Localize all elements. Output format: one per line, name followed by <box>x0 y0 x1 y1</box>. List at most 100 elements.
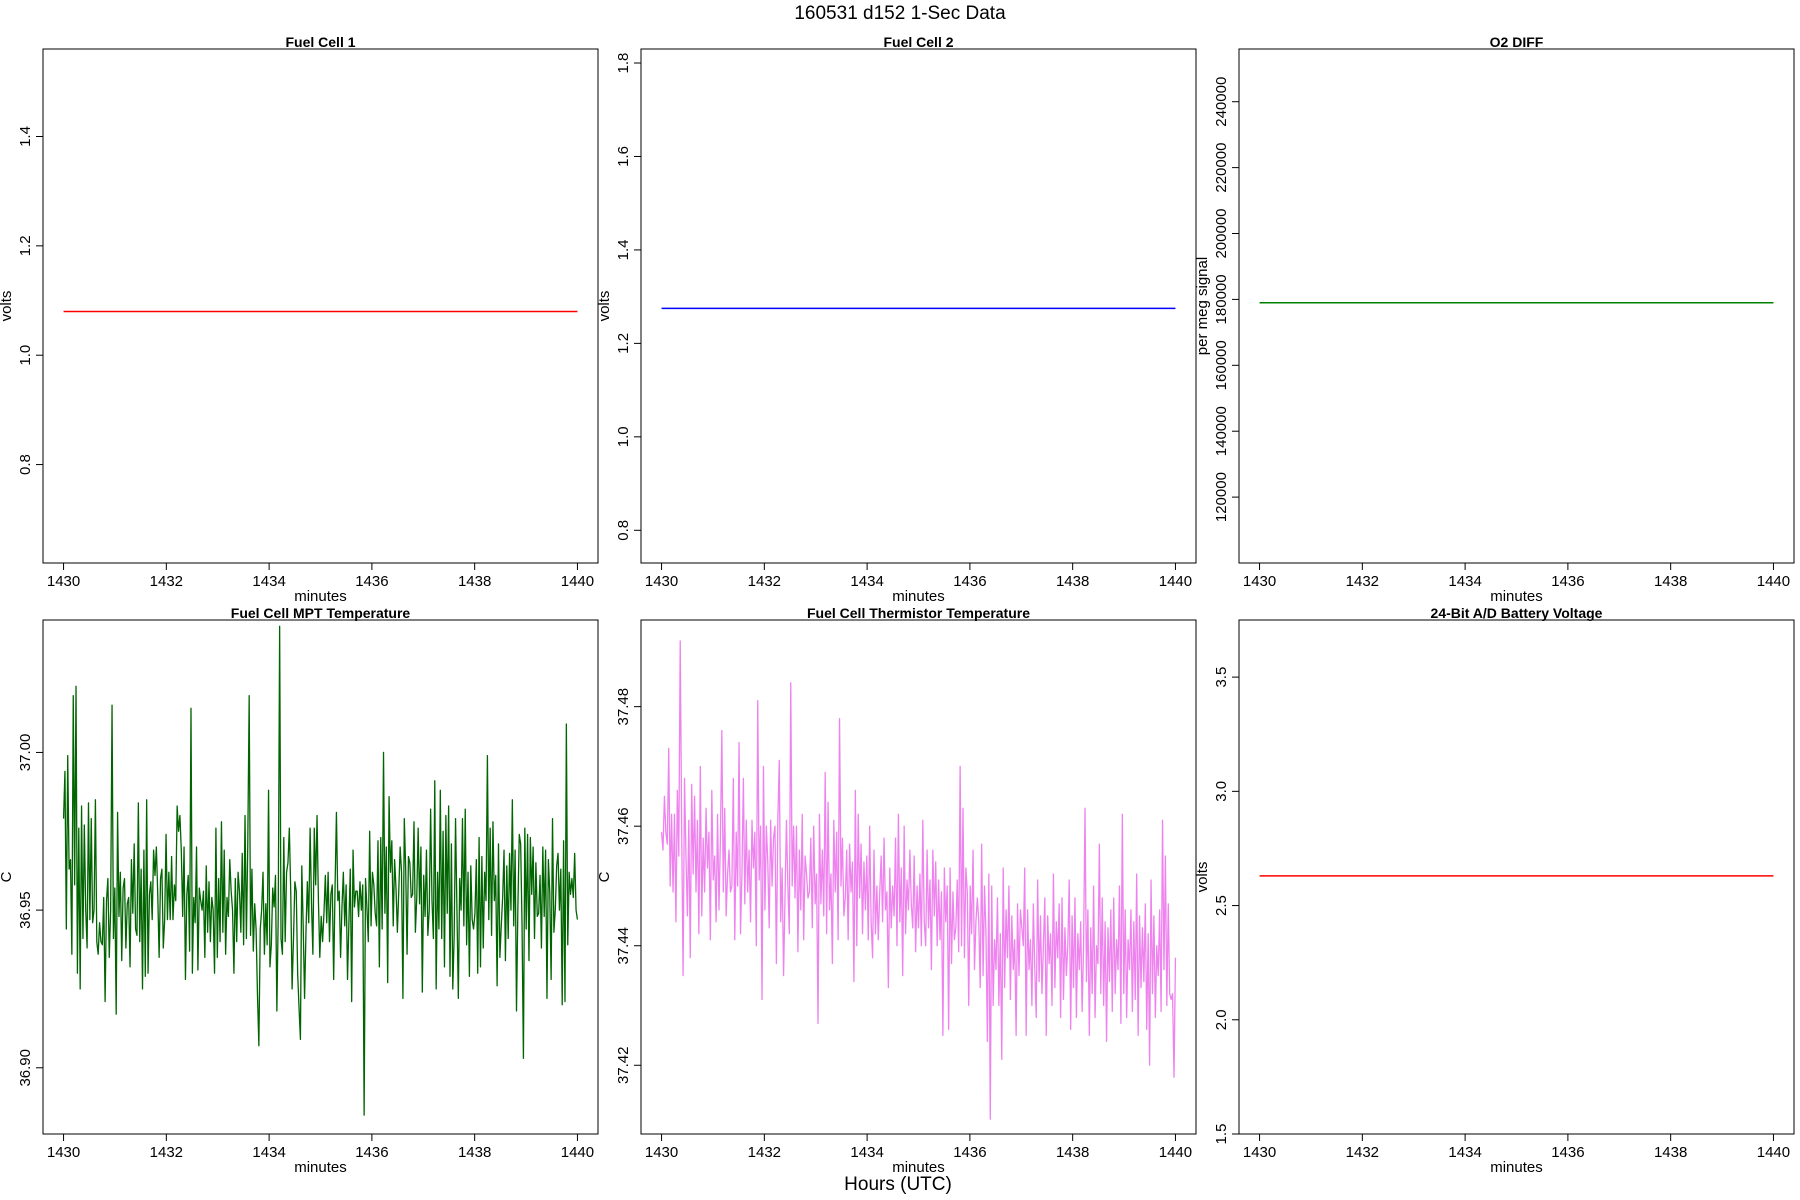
y-tick-label: 160000 <box>1213 340 1230 390</box>
plot-frame <box>1238 48 1795 564</box>
x-tick-label: 1430 <box>645 573 678 590</box>
y-axis-label: C <box>596 871 613 882</box>
chart-panel: O2 DIFF 1430 1432 1434 1436 1438 1440 120000 140… <box>1194 34 1795 605</box>
plot-frame <box>42 48 599 564</box>
y-tick-label: 1.4 <box>615 239 632 260</box>
x-tick-label: 1438 <box>458 573 491 590</box>
x-tick-label: 1432 <box>748 1144 781 1161</box>
y-axis-label: volts <box>0 291 15 322</box>
x-tick-label: 1436 <box>355 573 388 590</box>
panel-title: Fuel Cell MPT Temperature <box>231 605 411 621</box>
y-tick-label: 3.5 <box>1213 667 1230 688</box>
y-tick-label: 1.8 <box>615 53 632 74</box>
x-tick-label: 1440 <box>1159 1144 1192 1161</box>
y-axis-label: volts <box>1194 862 1211 893</box>
x-tick-label: 1438 <box>1056 1144 1089 1161</box>
x-tick-label: 1430 <box>645 1144 678 1161</box>
y-tick-label: 220000 <box>1213 143 1230 193</box>
x-tick-label: 1432 <box>1346 1144 1379 1161</box>
y-axis-label: per meg signal <box>1194 257 1211 355</box>
series-line <box>62 625 579 1116</box>
chart-panel: 24-Bit A/D Battery Voltage 1430 1432 1434 14… <box>1194 605 1795 1176</box>
y-tick-label: 37.00 <box>17 734 34 772</box>
y-tick-label: 1.4 <box>17 126 34 147</box>
y-tick-label: 1.5 <box>1213 1124 1230 1145</box>
x-tick-label: 1430 <box>47 573 80 590</box>
panel-title: O2 DIFF <box>1490 34 1544 50</box>
x-tick-label: 1430 <box>47 1144 80 1161</box>
y-tick-label: 1.2 <box>17 235 34 256</box>
y-tick-label: 1.6 <box>615 146 632 167</box>
x-tick-label: 1432 <box>748 573 781 590</box>
y-axis-label: volts <box>596 291 613 322</box>
panel-title: 24-Bit A/D Battery Voltage <box>1431 605 1603 621</box>
x-tick-label: 1440 <box>1159 573 1192 590</box>
x-tick-label: 1436 <box>1551 1144 1584 1161</box>
series-line <box>660 640 1177 1120</box>
chart-panel: Fuel Cell Thermistor Temperature 1430 1432… <box>596 605 1197 1176</box>
y-tick-label: 240000 <box>1213 77 1230 127</box>
y-tick-label: 1.2 <box>615 333 632 354</box>
x-tick-label: 1436 <box>1551 573 1584 590</box>
x-axis-label: minutes <box>294 1159 347 1176</box>
y-tick-label: 2.5 <box>1213 895 1230 916</box>
x-tick-label: 1438 <box>1056 573 1089 590</box>
x-tick-label: 1430 <box>1243 1144 1276 1161</box>
plot-frame <box>640 619 1197 1135</box>
x-tick-label: 1434 <box>850 573 883 590</box>
y-tick-label: 120000 <box>1213 472 1230 522</box>
chart-panel: Fuel Cell MPT Temperature 1430 1432 1434 143… <box>0 605 599 1176</box>
panel-title: Fuel Cell 1 <box>285 34 355 50</box>
x-tick-label: 1440 <box>1757 573 1790 590</box>
y-tick-label: 2.0 <box>1213 1009 1230 1030</box>
x-tick-label: 1434 <box>1448 1144 1481 1161</box>
y-tick-label: 36.95 <box>17 891 34 929</box>
x-tick-label: 1440 <box>561 573 594 590</box>
x-tick-label: 1432 <box>150 573 183 590</box>
y-tick-label: 1.0 <box>615 426 632 447</box>
chart-panel: Fuel Cell 2 1430 1432 1434 1436 1438 1440 0.8 1.… <box>596 34 1197 605</box>
panels: Fuel Cell 1 1430 1432 1434 1436 1438 1440 0.8 1.… <box>0 34 1795 1176</box>
x-tick-label: 1434 <box>850 1144 883 1161</box>
x-tick-label: 1438 <box>1654 573 1687 590</box>
plot-frame <box>1238 619 1795 1135</box>
panel-title: Fuel Cell Thermistor Temperature <box>807 605 1030 621</box>
x-tick-label: 1440 <box>1757 1144 1790 1161</box>
y-axis-label: C <box>0 871 15 882</box>
x-tick-label: 1440 <box>561 1144 594 1161</box>
x-tick-label: 1438 <box>1654 1144 1687 1161</box>
x-axis-label: minutes <box>1490 588 1543 605</box>
plot-frame <box>42 619 599 1135</box>
x-tick-label: 1436 <box>953 1144 986 1161</box>
x-tick-label: 1434 <box>252 573 285 590</box>
y-tick-label: 3.0 <box>1213 781 1230 802</box>
x-tick-label: 1432 <box>1346 573 1379 590</box>
x-tick-label: 1434 <box>1448 573 1481 590</box>
x-tick-label: 1436 <box>953 573 986 590</box>
y-tick-label: 36.90 <box>17 1049 34 1087</box>
y-tick-label: 0.8 <box>17 454 34 475</box>
y-tick-label: 37.42 <box>615 1046 632 1084</box>
chart-panel: Fuel Cell 1 1430 1432 1434 1436 1438 1440 0.8 1.… <box>0 34 599 605</box>
y-tick-label: 37.48 <box>615 688 632 726</box>
y-tick-label: 37.46 <box>615 807 632 845</box>
panel-title: Fuel Cell 2 <box>883 34 953 50</box>
y-tick-label: 0.8 <box>615 520 632 541</box>
x-axis-label: minutes <box>892 588 945 605</box>
figure-bottom-label: Hours (UTC) <box>844 1174 952 1195</box>
figure-title: 160531 d152 1-Sec Data <box>794 3 1006 24</box>
y-tick-label: 1.0 <box>17 345 34 366</box>
x-tick-label: 1434 <box>252 1144 285 1161</box>
y-tick-label: 200000 <box>1213 208 1230 258</box>
x-axis-label: minutes <box>1490 1159 1543 1176</box>
y-tick-label: 180000 <box>1213 274 1230 324</box>
x-tick-label: 1438 <box>458 1144 491 1161</box>
x-tick-label: 1436 <box>355 1144 388 1161</box>
plot-frame <box>640 48 1197 564</box>
x-tick-label: 1432 <box>150 1144 183 1161</box>
y-tick-label: 37.44 <box>615 927 632 965</box>
y-tick-label: 140000 <box>1213 406 1230 456</box>
x-axis-label: minutes <box>294 588 347 605</box>
x-tick-label: 1430 <box>1243 573 1276 590</box>
